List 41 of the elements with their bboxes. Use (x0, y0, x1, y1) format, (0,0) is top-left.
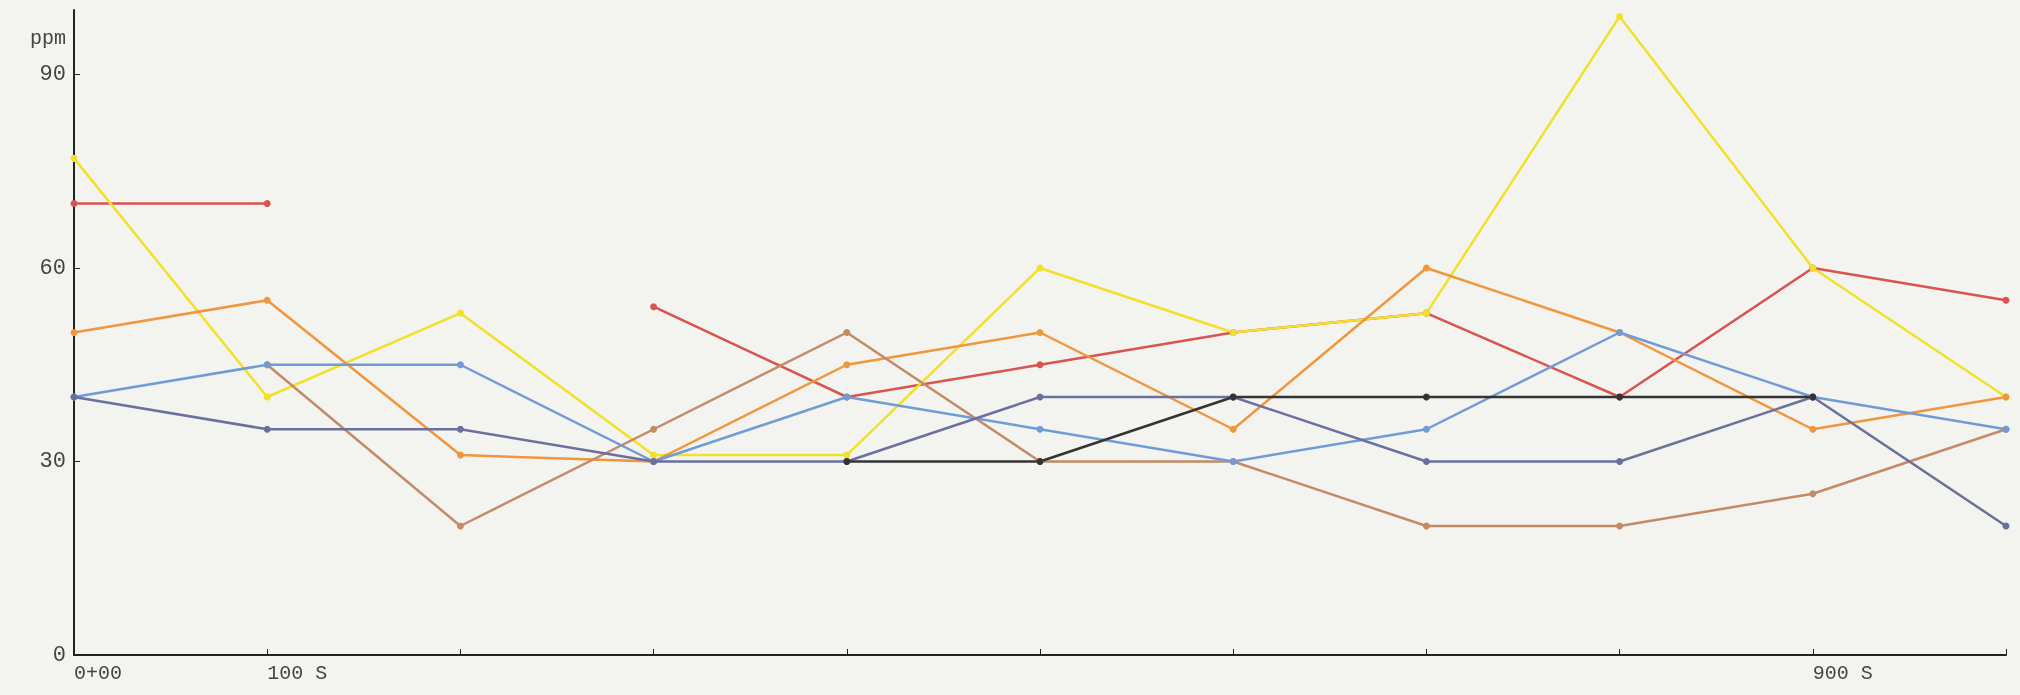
point (456, 522, 464, 530)
point (1809, 425, 1817, 433)
x-tick-label: 0+00 (74, 661, 123, 685)
y-tick-label: 0 (52, 642, 66, 668)
point (1422, 522, 1430, 530)
point (1809, 490, 1817, 498)
point (456, 361, 464, 369)
point (650, 425, 658, 433)
point (456, 309, 464, 317)
y-axis-title: ppm (29, 26, 66, 50)
point (1616, 522, 1624, 530)
point (1616, 12, 1624, 20)
y-tick-label: 30 (39, 449, 66, 474)
point (1616, 458, 1624, 465)
point (456, 451, 464, 459)
point (456, 425, 464, 433)
point (1036, 425, 1044, 433)
point (263, 393, 271, 401)
x-tick-label: 100 S (267, 661, 328, 685)
point (650, 451, 658, 459)
point (263, 200, 271, 207)
point (843, 451, 851, 459)
y-tick-label: 90 (39, 62, 66, 87)
point (843, 329, 851, 336)
point (263, 296, 271, 304)
point (1036, 329, 1044, 336)
point (1422, 264, 1430, 272)
point (650, 303, 658, 311)
point (263, 425, 271, 433)
point (843, 361, 851, 369)
point (1229, 425, 1237, 433)
y-tick-label: 60 (39, 255, 66, 281)
point (1422, 458, 1430, 465)
point (2002, 296, 2010, 304)
point (70, 329, 78, 336)
x-tick-label: 900 S (1812, 661, 1873, 685)
point (70, 200, 78, 207)
point (1036, 361, 1044, 369)
point (1422, 425, 1430, 433)
point (70, 154, 78, 162)
point (1422, 393, 1430, 401)
